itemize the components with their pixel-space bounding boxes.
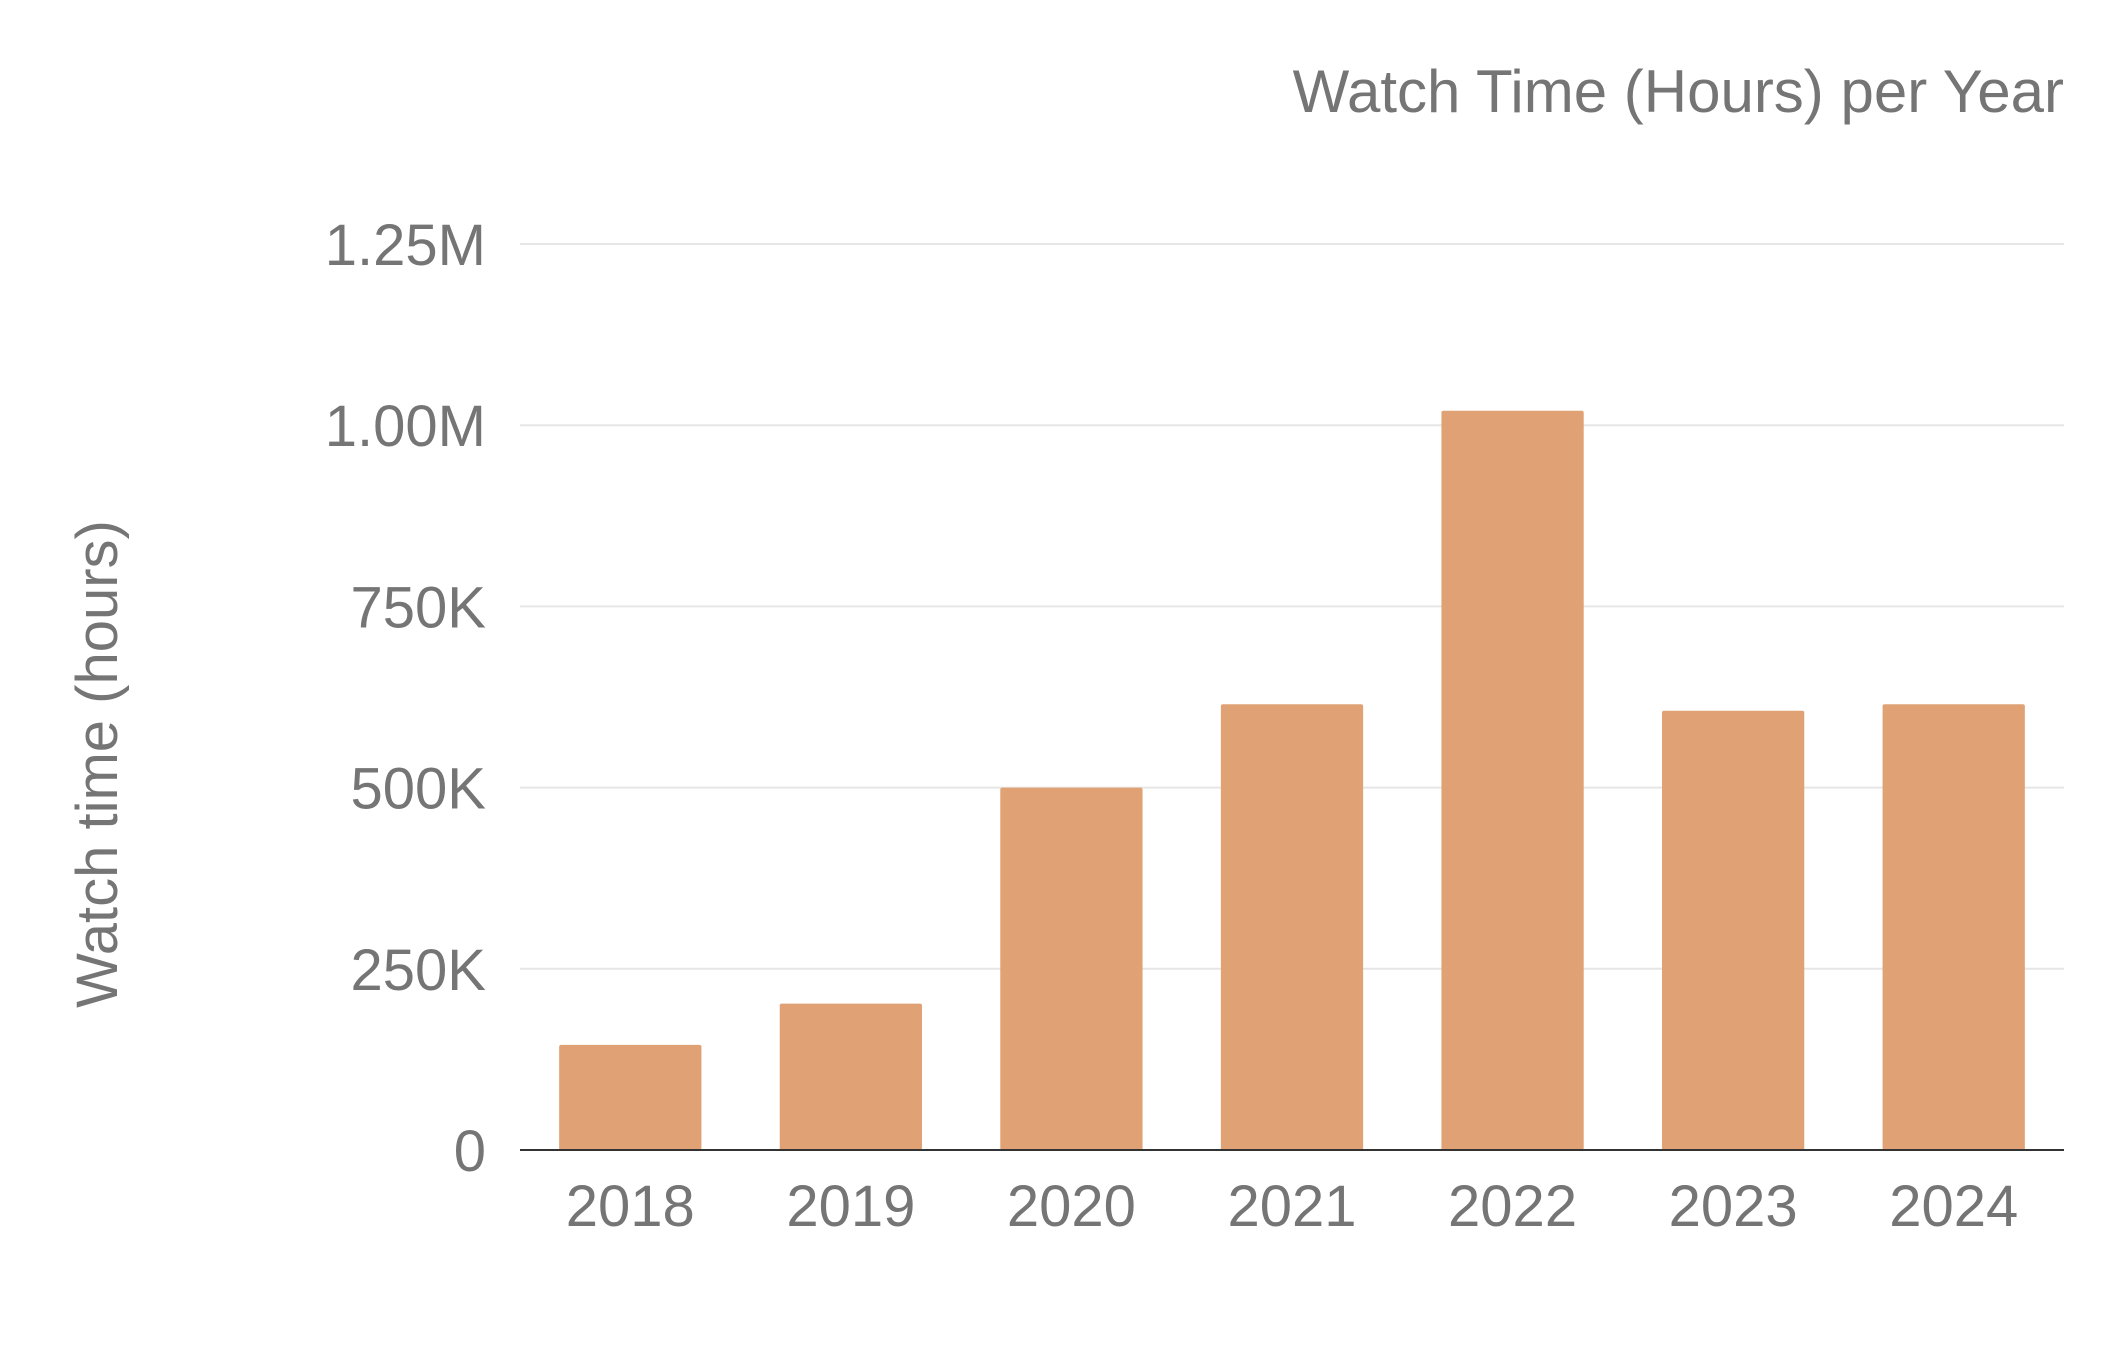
bar-2022 <box>1441 410 1584 1151</box>
x-tick-label: 2022 <box>1448 1174 1577 1239</box>
y-tick-label: 750K <box>351 575 487 640</box>
bar-2018 <box>559 1044 702 1150</box>
x-tick-label: 2024 <box>1889 1174 2018 1239</box>
y-tick-label: 1.00M <box>325 394 486 459</box>
x-tick-label: 2019 <box>786 1174 915 1239</box>
x-tick-label: 2023 <box>1669 1174 1798 1239</box>
y-tick-label: 1.25M <box>325 213 486 278</box>
bar-2023 <box>1662 710 1805 1150</box>
y-axis-label: Watch time (hours) <box>65 520 130 1008</box>
bar-2024 <box>1882 704 2025 1150</box>
y-tick-label: 500K <box>351 757 487 822</box>
y-tick-label: 0 <box>454 1119 486 1184</box>
y-tick-labels: 0 250K 500K 750K 1.00M 1.25M <box>325 213 487 1184</box>
x-tick-label: 2020 <box>1007 1174 1136 1239</box>
bar-2019 <box>779 1003 922 1150</box>
y-tick-label: 250K <box>351 938 487 1003</box>
bars <box>559 410 2025 1151</box>
bar-2021 <box>1220 704 1364 1150</box>
x-tick-labels: 2018 2019 2020 2021 2022 2023 2024 <box>566 1174 2018 1239</box>
gridlines <box>520 243 2064 970</box>
bar-2020 <box>1000 787 1143 1150</box>
x-tick-label: 2021 <box>1227 1174 1356 1239</box>
chart-title: Watch Time (Hours) per Year <box>1293 58 2064 125</box>
x-tick-label: 2018 <box>566 1174 695 1239</box>
